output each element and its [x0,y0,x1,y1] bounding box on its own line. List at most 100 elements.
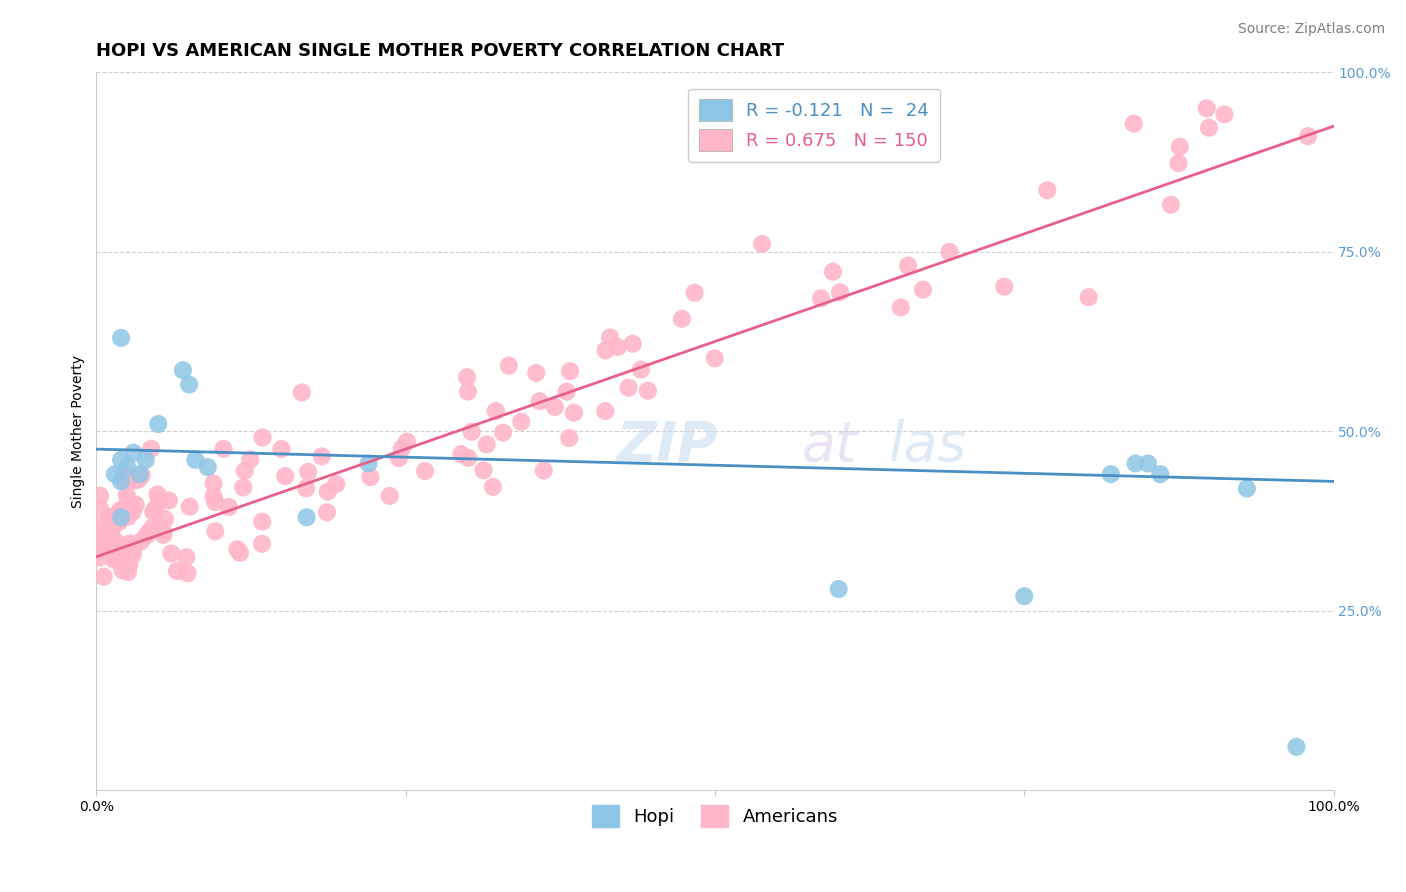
Point [827,582,849,596]
Text: las: las [889,419,966,472]
Point [498,359,520,373]
Point [229,546,252,560]
Point [89,501,111,516]
Point [457,450,479,465]
Point [115,541,138,556]
Point [311,450,333,464]
Point [197,460,219,475]
Point [152,528,174,542]
Point [828,285,851,300]
Point [149,521,172,535]
Point [176,566,198,581]
Point [457,384,479,399]
Point [630,362,652,376]
Point [104,544,127,558]
Point [129,534,152,549]
Point [378,489,401,503]
Point [218,500,240,514]
Point [524,366,547,380]
Point [316,484,339,499]
Point [107,540,129,554]
Point [90,533,112,547]
Point [117,565,139,579]
Point [101,513,124,527]
Text: ZIP: ZIP [616,418,717,473]
Point [104,538,127,552]
Point [138,524,160,539]
Point [139,442,162,456]
Point [98,510,121,524]
Point [617,381,640,395]
Point [456,370,478,384]
Point [202,476,225,491]
Point [472,463,495,477]
Point [1236,482,1258,496]
Point [122,446,145,460]
Point [110,331,132,345]
Point [460,425,482,439]
Point [111,503,134,517]
Point [108,552,131,566]
Point [93,569,115,583]
Point [120,473,142,487]
Point [115,488,138,502]
Point [89,550,111,565]
Point [316,505,339,519]
Point [104,467,127,482]
Point [104,549,127,563]
Point [671,311,693,326]
Point [117,494,139,508]
Point [357,457,380,471]
Point [450,447,472,461]
Point [160,546,183,560]
Point [115,467,138,481]
Point [127,473,149,487]
Point [122,504,145,518]
Y-axis label: Single Mother Poverty: Single Mother Poverty [72,355,86,508]
Point [110,475,132,489]
Point [993,279,1015,293]
Point [122,548,145,562]
Point [325,477,347,491]
Point [89,489,111,503]
Point [204,524,226,539]
Point [562,406,585,420]
Point [114,475,136,489]
Point [555,384,578,399]
Point [1077,290,1099,304]
Point [97,534,120,549]
Point [1195,101,1218,115]
Point [703,351,725,366]
Point [148,493,170,508]
Point [250,515,273,529]
Point [89,526,111,541]
Point [1149,467,1171,482]
Point [112,544,135,558]
Point [172,363,194,377]
Point [117,509,139,524]
Point [250,537,273,551]
Point [270,442,292,456]
Point [606,340,628,354]
Point [897,259,920,273]
Point [110,453,132,467]
Point [111,563,134,577]
Point [683,285,706,300]
Point [96,528,118,542]
Point [124,474,146,488]
Point [212,442,235,456]
Point [595,343,617,358]
Point [1160,198,1182,212]
Point [89,541,111,555]
Legend: Hopi, Americans: Hopi, Americans [585,798,845,835]
Point [395,434,418,449]
Point [274,469,297,483]
Point [232,480,254,494]
Text: Source: ZipAtlas.com: Source: ZipAtlas.com [1237,22,1385,37]
Point [89,537,111,551]
Point [176,550,198,565]
Point [1099,467,1122,482]
Point [413,464,436,478]
Point [148,417,170,431]
Point [599,330,621,344]
